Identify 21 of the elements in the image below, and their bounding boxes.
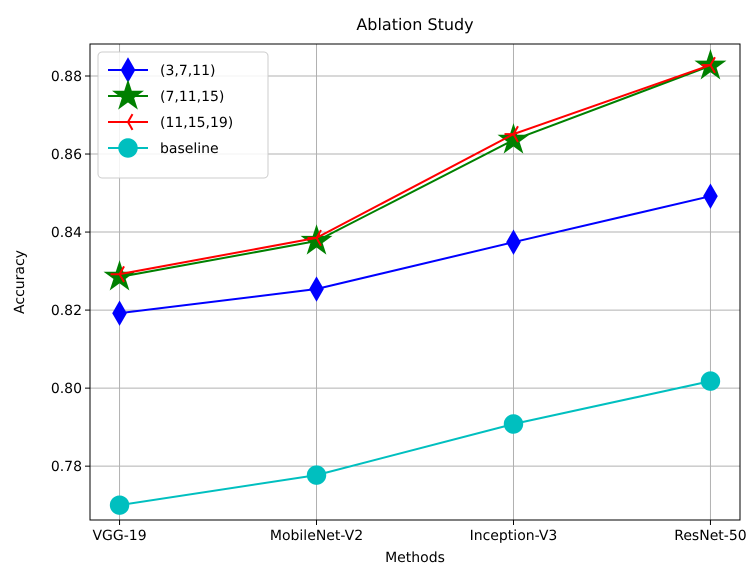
point bbox=[504, 414, 524, 434]
x-tick-label: Inception-V3 bbox=[470, 528, 558, 544]
y-tick-label: 0.84 bbox=[50, 224, 82, 241]
y-tick-label: 0.80 bbox=[50, 381, 82, 398]
legend-label: (7,11,15) bbox=[160, 88, 224, 105]
x-tick-label: VGG-19 bbox=[92, 528, 147, 544]
point bbox=[110, 495, 130, 515]
y-tick-label: 0.88 bbox=[50, 68, 82, 85]
legend-label: baseline bbox=[160, 140, 219, 157]
point bbox=[700, 371, 720, 391]
chart-title: Ablation Study bbox=[356, 15, 474, 34]
legend-label: (3,7,11) bbox=[160, 62, 216, 79]
x-tick-label: MobileNet-V2 bbox=[270, 528, 364, 544]
x-tick-label: ResNet-50 bbox=[674, 528, 747, 544]
point bbox=[306, 465, 326, 485]
y-tick-label: 0.86 bbox=[50, 146, 82, 163]
y-tick-label: 0.78 bbox=[50, 459, 82, 476]
y-tick-label: 0.82 bbox=[50, 302, 82, 319]
legend-label: (11,15,19) bbox=[160, 114, 234, 131]
y-axis-title: Accuracy bbox=[12, 250, 28, 314]
x-axis-title: Methods bbox=[385, 550, 445, 566]
